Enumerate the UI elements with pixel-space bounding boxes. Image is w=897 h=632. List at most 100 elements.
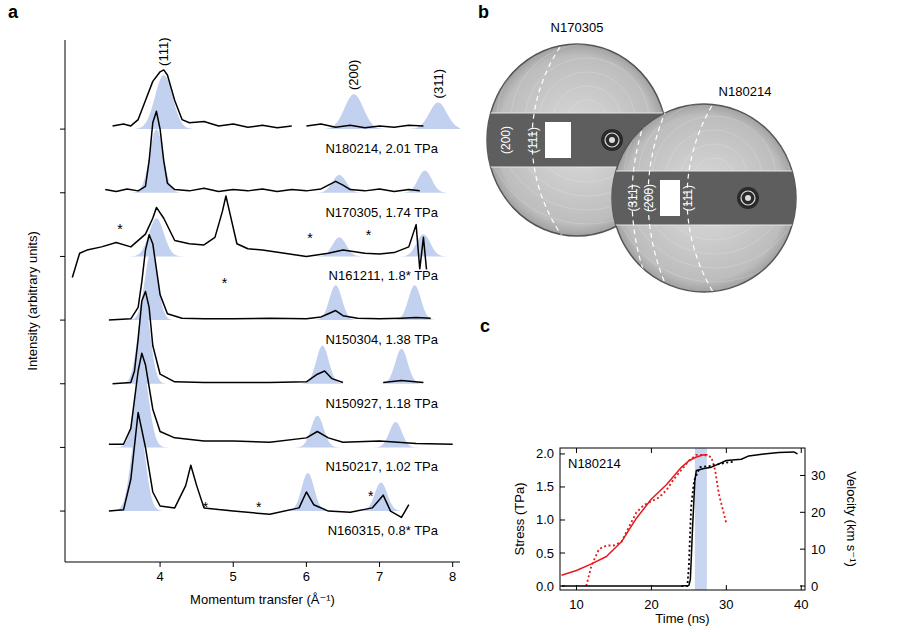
figure: 45678Momentum transfer (Å⁻¹)Intensity (a…	[0, 0, 897, 632]
asterisk: *	[368, 488, 374, 504]
series-line	[562, 452, 798, 586]
peak-fill	[119, 75, 209, 129]
y-tick	[60, 511, 65, 512]
peak-label: (200)	[346, 60, 361, 90]
y-axis-line	[65, 40, 66, 562]
x-tick-label: 5	[230, 569, 237, 584]
peak-fill	[303, 285, 367, 320]
y-tick	[560, 553, 565, 554]
ring-label: (200)	[499, 126, 513, 154]
texture	[610, 74, 818, 282]
y-tick-label: 1.0	[536, 512, 554, 527]
panel-c: 102030400.00.51.01.52.00102030Time (ns)S…	[512, 446, 859, 626]
peak-label: (311)	[431, 69, 446, 98]
ring-label: (200)	[642, 184, 656, 212]
band-edge	[612, 170, 796, 171]
x-tick	[726, 585, 727, 590]
peak-fill	[393, 102, 460, 129]
panel-letter: a	[8, 2, 19, 22]
x-axis-line	[65, 562, 460, 563]
x-tick	[801, 448, 802, 453]
plate-content	[483, 0, 868, 308]
y-tick	[560, 519, 565, 520]
plot-area	[562, 448, 798, 590]
x-axis-title: Momentum transfer (Å⁻¹)	[190, 592, 335, 607]
trace-label: N150304, 1.38 TPa	[325, 332, 438, 347]
trace-label: N161211, 1.8* TPa	[329, 268, 439, 283]
diffraction-ring	[632, 0, 897, 436]
peak-fill	[276, 473, 340, 511]
trace-label: N180214, 2.01 TPa	[325, 141, 438, 156]
peak-fill	[389, 171, 460, 193]
aperture	[660, 180, 680, 216]
series-line	[113, 70, 424, 128]
ring-label: (111)	[526, 127, 540, 153]
x-tick-label: 30	[719, 597, 733, 612]
peak-fill	[118, 218, 195, 256]
y-tick	[560, 586, 565, 587]
x-tick-label: 10	[569, 597, 583, 612]
panel-a: 45678Momentum transfer (Å⁻¹)Intensity (a…	[25, 37, 483, 607]
series-line	[562, 455, 708, 576]
y2-tick-label: 30	[811, 468, 825, 483]
plate	[612, 104, 796, 292]
y2-tick	[800, 586, 805, 587]
asterisk: *	[222, 275, 228, 291]
y2-tick-label: 10	[811, 542, 825, 557]
x-tick	[160, 562, 161, 567]
y-tick	[60, 192, 65, 193]
panel-annotation: N180214	[568, 456, 621, 471]
plot-frame	[560, 448, 805, 590]
plate-name: N180214	[719, 84, 772, 99]
x-tick	[233, 562, 234, 567]
x-tick	[726, 448, 727, 453]
y2-tick	[800, 549, 805, 550]
y2-tick	[800, 512, 805, 513]
y2-axis-title: Velocity (km s⁻¹)	[844, 471, 859, 567]
plate-content	[610, 0, 897, 436]
trace-label: N150217, 1.02 TPa	[325, 459, 438, 474]
x-tick-label: 20	[644, 597, 658, 612]
y2-tick-label: 0	[811, 579, 818, 594]
x-tick-label: 4	[156, 569, 163, 584]
target	[601, 129, 623, 151]
x-tick	[306, 562, 307, 567]
x-tick-label: 7	[376, 569, 383, 584]
x-tick	[651, 585, 652, 590]
x-tick-label: 40	[794, 597, 808, 612]
diffraction-ring	[532, 0, 868, 308]
peak-label: (111)	[156, 37, 171, 65]
series-line	[681, 462, 733, 586]
y-tick-label: 1.5	[536, 479, 554, 494]
asterisk: *	[117, 221, 123, 237]
ring-label: (311)	[626, 184, 640, 211]
trace-label: N150927, 1.18 TPa	[325, 396, 438, 411]
ring-label: (111)	[681, 185, 695, 211]
target-core	[745, 195, 751, 201]
series-line	[109, 353, 453, 444]
panel-letter: c	[480, 316, 490, 336]
y-tick	[560, 486, 565, 487]
image-plate: (200) (111)	[483, 0, 868, 308]
y-axis-title: Stress (TPa)	[512, 483, 527, 556]
y-tick	[60, 447, 65, 448]
x-axis-title: Time (ns)	[655, 611, 709, 626]
y-tick	[60, 129, 65, 130]
y-tick	[60, 320, 65, 321]
target-ring	[605, 133, 619, 147]
plate-name: N170305	[551, 20, 604, 35]
plot-area	[72, 70, 460, 518]
x-tick	[651, 448, 652, 453]
y-tick	[560, 453, 565, 454]
y2-tick	[800, 475, 805, 476]
diffraction-ring	[687, 15, 897, 381]
panel-b: (200)(111)N170305(311)(200)(111)N180214	[483, 0, 897, 436]
image-plate: (311)(200) (111)	[610, 0, 897, 436]
x-tick	[452, 562, 453, 567]
y-tick	[60, 383, 65, 384]
asterisk: *	[366, 227, 372, 243]
x-tick	[576, 448, 577, 453]
band-edge	[612, 224, 796, 225]
panel-letter: b	[478, 2, 489, 22]
diffraction-ring	[648, 0, 897, 420]
